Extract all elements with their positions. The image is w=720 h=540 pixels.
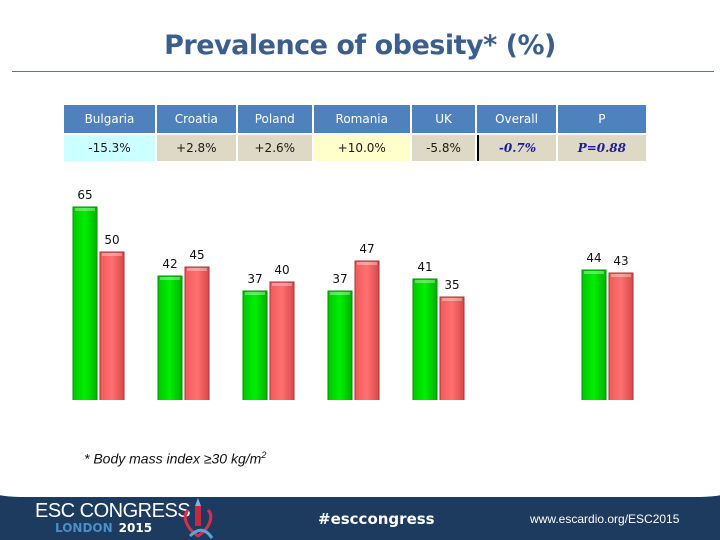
value-label-uk-green: 41 bbox=[417, 260, 432, 274]
slide-title: Prevalence of obesity* (%) bbox=[164, 30, 556, 61]
value-label-poland-green: 37 bbox=[247, 272, 262, 286]
column-header-croatia: Croatia bbox=[156, 105, 236, 133]
column-header-p: P bbox=[557, 105, 646, 133]
footnote: * Body mass index ≥30 kg/m2 bbox=[84, 450, 266, 467]
bar-group bbox=[72, 206, 634, 403]
bar-highlight bbox=[611, 274, 631, 277]
cell-uk: -5.8% bbox=[411, 135, 476, 161]
bar-bulgaria-green bbox=[72, 206, 98, 403]
cell-poland: +2.6% bbox=[237, 135, 312, 161]
bar-croatia-red bbox=[184, 266, 210, 403]
bar-all-red bbox=[608, 272, 634, 403]
value-label-croatia-red: 45 bbox=[189, 248, 204, 262]
title-divider bbox=[12, 71, 714, 72]
bar-highlight bbox=[75, 208, 95, 211]
cell-bulgaria: -15.3% bbox=[64, 135, 155, 161]
column-header-romania: Romania bbox=[313, 105, 410, 133]
bar-highlight bbox=[272, 283, 292, 286]
value-label-poland-red: 40 bbox=[274, 263, 289, 277]
bar-all-green bbox=[581, 269, 607, 403]
big-ben-heart-icon bbox=[183, 498, 214, 539]
bar-poland-red bbox=[269, 281, 295, 403]
cell-romania: +10.0% bbox=[313, 135, 410, 161]
cell-croatia: +2.8% bbox=[156, 135, 236, 161]
bar-uk-red bbox=[439, 296, 465, 403]
bar-highlight bbox=[415, 280, 435, 283]
cell-overall: -0.7% bbox=[477, 135, 556, 161]
value-label-romania-green: 37 bbox=[332, 272, 347, 286]
footnote-superscript: 2 bbox=[261, 450, 267, 460]
bar-romania-red bbox=[354, 260, 380, 403]
bar-highlight bbox=[160, 277, 180, 280]
bar-highlight bbox=[442, 298, 462, 301]
value-label-all-green: 44 bbox=[586, 251, 601, 265]
bar-croatia-green bbox=[157, 275, 183, 403]
bar-romania-green bbox=[327, 290, 353, 403]
column-header-bulgaria: Bulgaria bbox=[64, 105, 155, 133]
hashtag: #esccongress bbox=[318, 510, 435, 528]
column-header-poland: Poland bbox=[237, 105, 312, 133]
bar-highlight bbox=[187, 268, 207, 271]
value-label-group: 65 50 42 45 37 40 37 47 41 35 44 43 bbox=[77, 188, 628, 292]
bar-highlight bbox=[330, 292, 350, 295]
website-link[interactable]: www.escardio.org/ESC2015 bbox=[530, 512, 680, 526]
value-label-bulgaria-red: 50 bbox=[104, 233, 119, 247]
table-row: -15.3% +2.8% +2.6% +10.0% -5.8% -0.7% P=… bbox=[64, 135, 646, 161]
bar-uk-green bbox=[412, 278, 438, 403]
value-label-all-red: 43 bbox=[613, 254, 628, 268]
cell-p-value: P=0.88 bbox=[557, 135, 646, 161]
content-panel bbox=[0, 400, 720, 497]
bar-highlight bbox=[245, 292, 265, 295]
bar-poland-green bbox=[242, 290, 268, 403]
results-table: Bulgaria Croatia Poland Romania UK Overa… bbox=[62, 103, 648, 163]
logo-year: 2015 bbox=[118, 521, 153, 535]
bar-highlight bbox=[357, 262, 377, 265]
bar-bulgaria-red bbox=[99, 251, 125, 403]
column-header-uk: UK bbox=[411, 105, 476, 133]
value-label-croatia-green: 42 bbox=[162, 257, 177, 271]
table-header-row: Bulgaria Croatia Poland Romania UK Overa… bbox=[64, 105, 646, 133]
value-label-romania-red: 47 bbox=[359, 242, 374, 256]
column-header-overall: Overall bbox=[477, 105, 556, 133]
esc-congress-logo-text: ESC CONGRESS bbox=[35, 500, 191, 522]
value-label-bulgaria-green: 65 bbox=[77, 188, 92, 202]
footnote-text: * Body mass index ≥30 kg/m bbox=[84, 450, 262, 467]
bar-highlight bbox=[102, 253, 122, 256]
value-label-uk-red: 35 bbox=[444, 278, 459, 292]
bar-highlight bbox=[584, 271, 604, 274]
esc-congress-logo-subtitle: LONDON 2015 bbox=[55, 521, 152, 535]
logo-city: LONDON bbox=[55, 521, 113, 535]
